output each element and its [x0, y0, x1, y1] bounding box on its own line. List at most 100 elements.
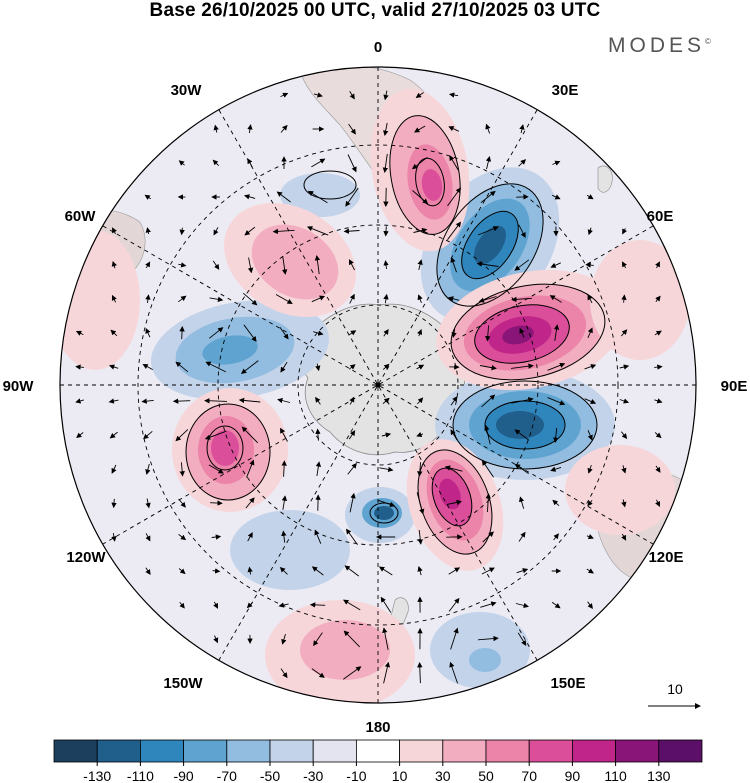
- wind-arrow: [621, 431, 628, 440]
- wind-arrow: [280, 124, 288, 133]
- wind-arrow: [349, 492, 356, 513]
- wind-arrow: [585, 262, 594, 268]
- wind-arrow: [178, 498, 186, 508]
- wind-arrow: [178, 568, 186, 575]
- wind-arrow: [449, 661, 459, 684]
- wind-arrow: [345, 528, 358, 545]
- colorbar: -130 -110 -90 -70 -50 -30 -10 10 30 50 70 90 110 130: [53, 739, 703, 783]
- wind-arrow: [306, 226, 329, 236]
- wind-arrow: [348, 364, 356, 370]
- wind-arrow: [551, 601, 561, 609]
- colorbar-tick-label: 110: [604, 768, 627, 783]
- wind-arrow: [517, 632, 527, 646]
- reference-vector: 10: [648, 681, 701, 709]
- wind-arrow: [621, 465, 627, 474]
- wind-arrow: [478, 296, 497, 303]
- wind-arrow: [514, 259, 530, 271]
- lon-label-30w: 30W: [171, 82, 203, 99]
- wind-arrow: [480, 190, 496, 203]
- wind-arrow: [587, 464, 593, 474]
- wind-arrow: [481, 567, 495, 575]
- wind-arrow: [347, 154, 357, 173]
- wind-arrow: [243, 292, 258, 306]
- wind-arrow: [112, 227, 117, 235]
- wind-arrow: [278, 602, 289, 608]
- lon-label-60e: 60E: [647, 208, 674, 225]
- wind-arrow: [343, 666, 362, 680]
- wind-arrow: [241, 426, 259, 444]
- wind-arrow: [247, 124, 253, 134]
- wind-arrow: [519, 124, 525, 134]
- wind-arrow: [314, 255, 321, 275]
- wind-arrow: [209, 327, 224, 339]
- wind-arrow: [584, 398, 597, 404]
- colorbar-swatch: [139, 739, 184, 763]
- wind-arrow: [343, 599, 361, 611]
- wind-arrow: [280, 668, 288, 679]
- wind-arrow: [383, 260, 389, 270]
- wind-arrow: [281, 255, 288, 275]
- meridian-60w-120e: [102, 225, 654, 545]
- wind-arrow: [511, 397, 534, 404]
- lon-label-30e: 30E: [552, 82, 579, 99]
- wind-arrow: [584, 364, 597, 370]
- wind-arrow: [111, 260, 117, 269]
- colorbar-tick-label: -130: [83, 768, 111, 783]
- wind-arrow: [111, 294, 117, 303]
- colorbar-swatch: [658, 739, 703, 763]
- wind-arrow: [307, 190, 328, 204]
- anomaly-neg-3: [150, 300, 330, 400]
- wind-arrow: [247, 257, 254, 274]
- wind-arrow: [485, 493, 491, 513]
- wind-arrow: [204, 430, 227, 440]
- wind-arrow: [315, 363, 321, 372]
- wind-arrow: [311, 668, 325, 678]
- anomaly-field: [60, 88, 690, 703]
- lon-label-120w: 120W: [66, 549, 106, 566]
- wind-arrow: [417, 530, 423, 545]
- wind-arrow: [348, 259, 356, 271]
- wind-arrow: [553, 324, 560, 341]
- brand-mark: ©: [705, 37, 711, 46]
- wind-arrow: [109, 431, 118, 439]
- colorbar-tick-label: 10: [392, 768, 408, 783]
- wind-arrow: [451, 328, 457, 338]
- wind-arrow: [311, 295, 326, 303]
- wind-arrow: [417, 662, 423, 684]
- wind-arrow: [211, 534, 222, 540]
- wind-arrow: [481, 459, 494, 478]
- wind-arrow: [621, 533, 627, 541]
- wind-arrow: [449, 155, 459, 171]
- wind-arrow: [213, 227, 219, 236]
- wind-arrow: [450, 627, 459, 650]
- wind-arrow: [383, 90, 389, 101]
- wind-arrow: [247, 566, 253, 575]
- wind-arrow: [383, 122, 389, 136]
- wind-arrow: [205, 361, 227, 373]
- map-field: [60, 67, 696, 703]
- madagascar: [597, 165, 613, 193]
- wind-arrow: [553, 533, 559, 541]
- wind-arrow: [382, 627, 389, 650]
- wind-arrow: [111, 464, 117, 474]
- wind-arrow: [383, 293, 389, 304]
- colorbar-tick-label: 130: [647, 768, 671, 783]
- wind-arrow: [143, 430, 153, 440]
- wind-arrow: [516, 568, 529, 574]
- wind-arrow: [172, 398, 191, 404]
- colorbar-swatch: [399, 739, 444, 763]
- wind-arrow: [179, 462, 185, 477]
- wind-arrow: [518, 159, 527, 167]
- lon-label-120e: 120E: [648, 549, 683, 566]
- contour-line: [450, 283, 606, 381]
- colorbar-tick-label: -30: [303, 768, 323, 783]
- wind-arrow: [212, 260, 220, 270]
- colorbar-swatch: [615, 739, 660, 763]
- wind-arrow: [519, 327, 525, 338]
- anomaly-neg-8: [469, 648, 501, 672]
- wind-arrow: [654, 364, 663, 370]
- wind-arrow: [315, 396, 321, 405]
- wind-arrow: [244, 226, 256, 236]
- pole-marker: [375, 382, 381, 388]
